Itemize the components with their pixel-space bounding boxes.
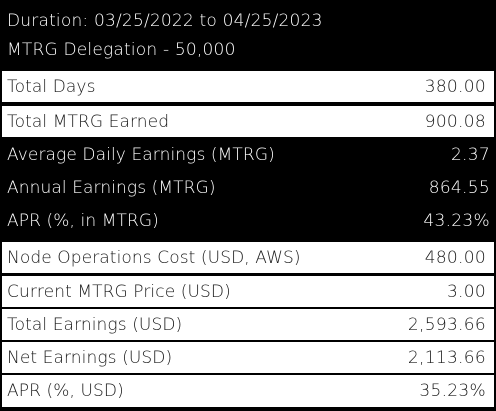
row-value: 2,113.66 — [407, 348, 486, 368]
row-label: Total MTRG Earned — [7, 112, 170, 132]
row-value: 2.37 — [450, 145, 490, 165]
row-value: 864.55 — [428, 178, 490, 198]
row-label: Total Earnings (USD) — [7, 315, 183, 335]
table-row-net-earnings-usd: Net Earnings (USD) 2,113.66 — [2, 342, 494, 373]
row-value: 380.00 — [424, 77, 486, 97]
row-label: APR (%, USD) — [7, 381, 124, 401]
table-header: Duration: 03/25/2022 to 04/25/2023 MTRG … — [0, 0, 496, 70]
row-value: 480.00 — [424, 248, 486, 268]
table-row-node-operations-cost: Node Operations Cost (USD, AWS) 480.00 — [2, 242, 494, 273]
row-label: Total Days — [7, 77, 96, 97]
row-label: Average Daily Earnings (MTRG) — [7, 145, 275, 165]
table-row-total-mtrg-earned: Total MTRG Earned 900.08 — [2, 106, 494, 137]
row-value: 2,593.66 — [407, 315, 486, 335]
row-label: Annual Earnings (MTRG) — [7, 178, 216, 198]
table-row-apr-mtrg: APR (%, in MTRG) 43.23% — [2, 205, 494, 236]
table-row-average-daily-earnings: Average Daily Earnings (MTRG) 2.37 — [2, 139, 494, 170]
row-label: APR (%, in MTRG) — [7, 211, 159, 231]
duration-text: Duration: 03/25/2022 to 04/25/2023 — [7, 11, 323, 31]
row-value: 43.23% — [423, 211, 490, 231]
row-label: Current MTRG Price (USD) — [7, 282, 231, 302]
table-row-total-days: Total Days 380.00 — [2, 71, 494, 102]
table-row-annual-earnings: Annual Earnings (MTRG) 864.55 — [2, 172, 494, 203]
row-label: Net Earnings (USD) — [7, 348, 173, 368]
table-row-total-earnings-usd: Total Earnings (USD) 2,593.66 — [2, 309, 494, 340]
row-label: Node Operations Cost (USD, AWS) — [7, 248, 301, 268]
earnings-table: Total Days 380.00 Total MTRG Earned 900.… — [2, 71, 494, 409]
delegation-text: MTRG Delegation - 50,000 — [7, 40, 236, 60]
table-row-apr-usd: APR (%, USD) 35.23% — [2, 375, 494, 407]
row-value: 3.00 — [446, 282, 486, 302]
row-value: 900.08 — [424, 112, 486, 132]
table-row-current-mtrg-price: Current MTRG Price (USD) 3.00 — [2, 276, 494, 307]
row-value: 35.23% — [419, 381, 486, 401]
